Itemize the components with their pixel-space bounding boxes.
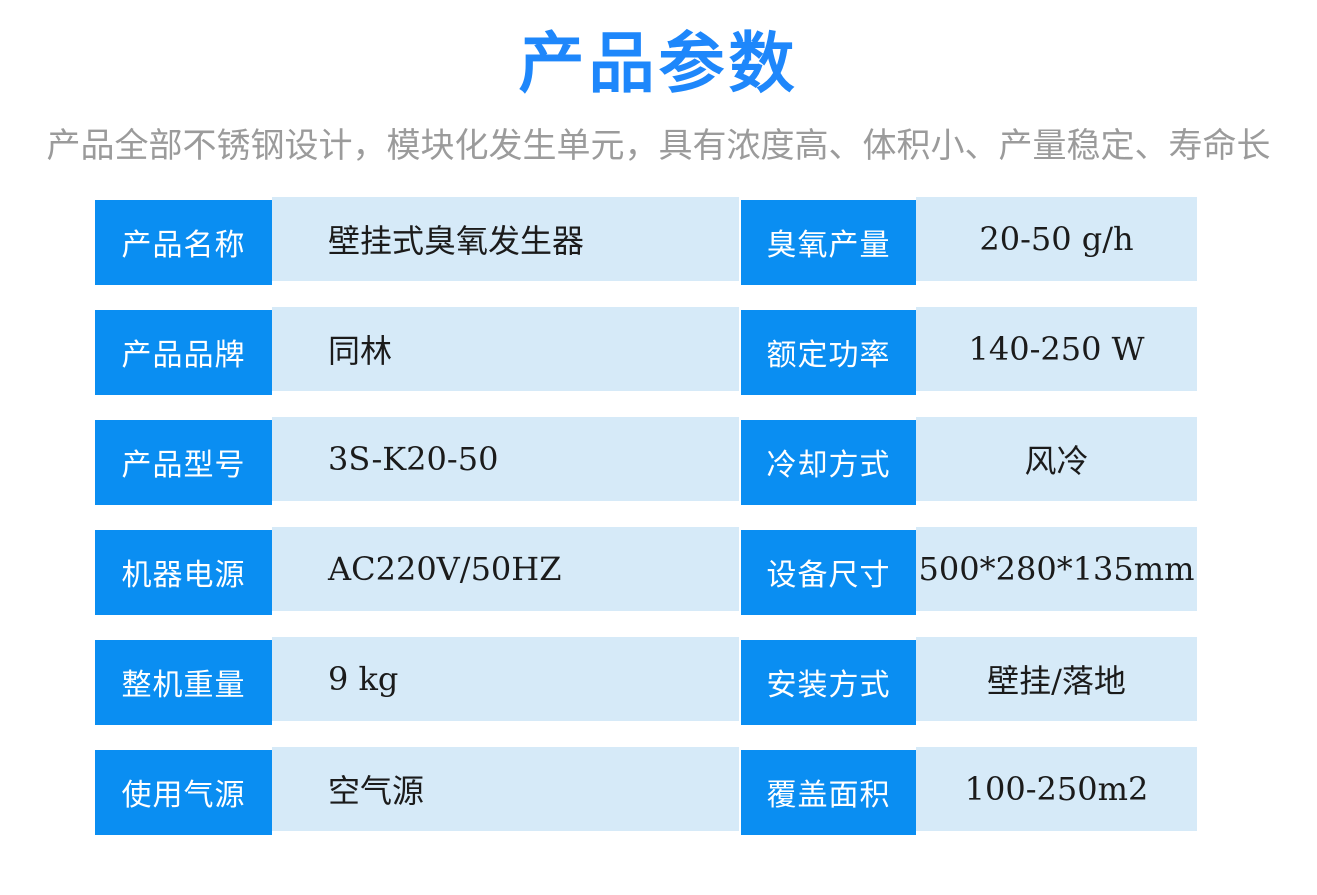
spec-row: 产品型号 3S-K20-50 冷却方式 风冷 xyxy=(95,416,1197,505)
spec-row: 产品名称 壁挂式臭氧发生器 臭氧产量 20-50 g/h xyxy=(95,196,1197,285)
page-title: 产品参数 xyxy=(518,26,799,100)
spec-value-cooling-method: 风冷 xyxy=(916,416,1197,501)
spec-label-cooling-method: 冷却方式 xyxy=(741,419,916,505)
spec-label-product-brand: 产品品牌 xyxy=(95,309,272,395)
spec-value-product-name: 壁挂式臭氧发生器 xyxy=(272,196,739,281)
spec-label-device-dimensions: 设备尺寸 xyxy=(741,529,916,615)
spec-value-machine-power-supply: AC220V/50HZ xyxy=(272,526,739,611)
page-subtitle: 产品全部不锈钢设计，模块化发生单元，具有浓度高、体积小、产量稳定、寿命长 xyxy=(46,126,1271,165)
spec-label-installation-method: 安装方式 xyxy=(741,639,916,725)
spec-value-product-model: 3S-K20-50 xyxy=(272,416,739,501)
spec-label-machine-power-supply: 机器电源 xyxy=(95,529,272,615)
spec-value-rated-power: 140-250 W xyxy=(916,306,1197,391)
spec-row: 机器电源 AC220V/50HZ 设备尺寸 500*280*135mm xyxy=(95,526,1197,615)
spec-label-gas-source: 使用气源 xyxy=(95,749,272,835)
spec-row: 使用气源 空气源 覆盖面积 100-250m2 xyxy=(95,746,1197,835)
spec-label-coverage-area: 覆盖面积 xyxy=(741,749,916,835)
spec-table: 产品名称 壁挂式臭氧发生器 臭氧产量 20-50 g/h 产品品牌 同林 额定功… xyxy=(95,196,1197,835)
spec-value-coverage-area: 100-250m2 xyxy=(916,746,1197,831)
spec-label-product-model: 产品型号 xyxy=(95,419,272,505)
spec-value-gas-source: 空气源 xyxy=(272,746,739,831)
spec-label-product-name: 产品名称 xyxy=(95,199,272,285)
spec-value-total-weight: 9 kg xyxy=(272,636,739,721)
spec-row: 产品品牌 同林 额定功率 140-250 W xyxy=(95,306,1197,395)
spec-label-total-weight: 整机重量 xyxy=(95,639,272,725)
spec-value-installation-method: 壁挂/落地 xyxy=(916,636,1197,721)
spec-row: 整机重量 9 kg 安装方式 壁挂/落地 xyxy=(95,636,1197,725)
spec-value-ozone-output: 20-50 g/h xyxy=(916,196,1197,281)
spec-value-device-dimensions: 500*280*135mm xyxy=(916,526,1197,611)
spec-value-product-brand: 同林 xyxy=(272,306,739,391)
spec-label-rated-power: 额定功率 xyxy=(741,309,916,395)
spec-label-ozone-output: 臭氧产量 xyxy=(741,199,916,285)
